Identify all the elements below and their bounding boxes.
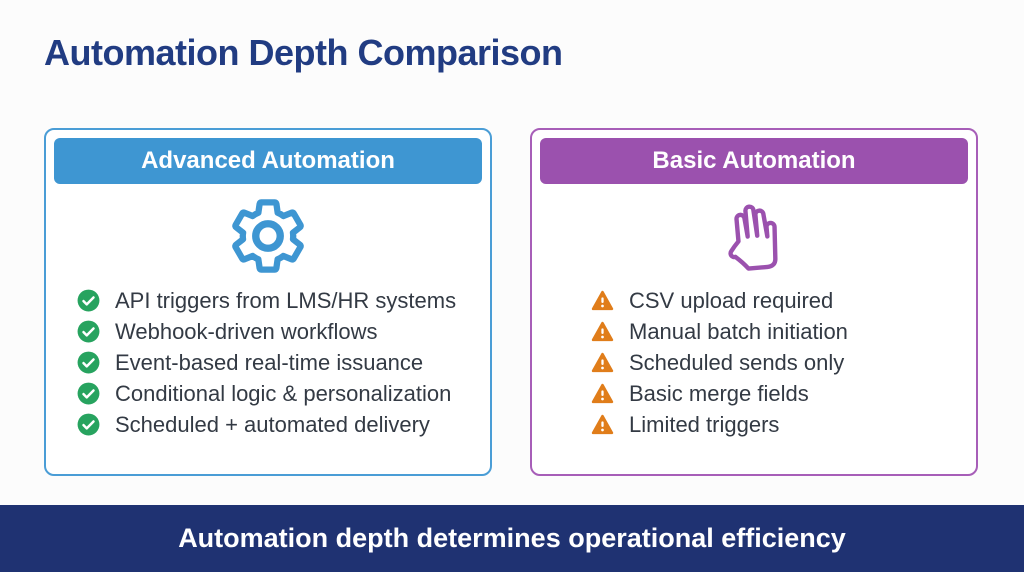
list-item-label: CSV upload required [629,288,834,313]
list-item-label: Event-based real-time issuance [115,350,424,375]
list-item: Webhook-driven workflows [76,319,482,344]
list-item: Limited triggers [590,412,968,437]
warning-triangle-icon [590,288,615,313]
list-item: API triggers from LMS/HR systems [76,288,482,313]
list-item: Conditional logic & personalization [76,381,482,406]
list-item: Event-based real-time issuance [76,350,482,375]
page-title: Automation Depth Comparison [44,32,563,73]
list-item: CSV upload required [590,288,968,313]
warning-triangle-icon [590,412,615,437]
advanced-automation-card: Advanced Automation API triggers from LM… [44,128,492,476]
check-circle-icon [76,381,101,406]
list-item-label: Scheduled sends only [629,350,845,375]
list-item-label: Manual batch initiation [629,319,848,344]
list-item-label: Basic merge fields [629,381,809,406]
warning-triangle-icon [590,350,615,375]
gear-icon [54,184,482,288]
list-item: Basic merge fields [590,381,968,406]
check-circle-icon [76,350,101,375]
list-item-label: API triggers from LMS/HR systems [115,288,457,313]
list-item: Scheduled sends only [590,350,968,375]
basic-card-header: Basic Automation [540,138,968,184]
check-circle-icon [76,412,101,437]
warning-triangle-icon [590,319,615,344]
list-item: Scheduled + automated delivery [76,412,482,437]
basic-feature-list: CSV upload required Manual batch initiat… [540,288,968,437]
check-circle-icon [76,319,101,344]
footer-text: Automation depth determines operational … [178,523,846,553]
advanced-feature-list: API triggers from LMS/HR systems Webhook… [54,288,482,437]
list-item: Manual batch initiation [590,319,968,344]
footer-banner: Automation depth determines operational … [0,505,1024,572]
advanced-card-header: Advanced Automation [54,138,482,184]
list-item-label: Webhook-driven workflows [115,319,378,344]
list-item-label: Scheduled + automated delivery [115,412,430,437]
warning-triangle-icon [590,381,615,406]
comparison-cards: Advanced Automation API triggers from LM… [44,128,978,476]
list-item-label: Limited triggers [629,412,780,437]
list-item-label: Conditional logic & personalization [115,381,452,406]
basic-automation-card: Basic Automation CSV upload required Man… [530,128,978,476]
hand-icon [540,184,968,288]
check-circle-icon [76,288,101,313]
